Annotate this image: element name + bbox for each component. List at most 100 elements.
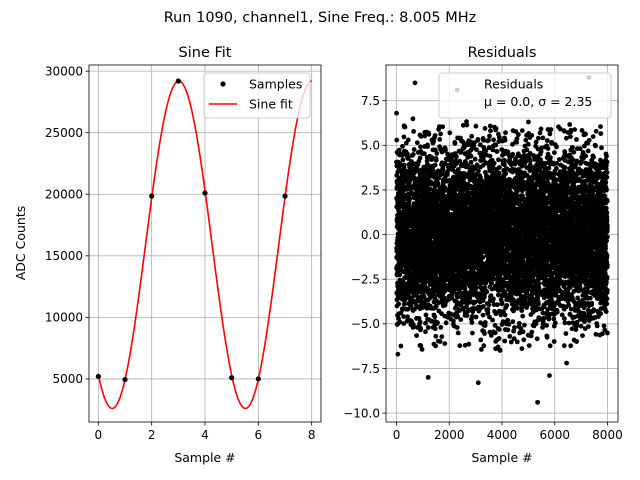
residual-point	[486, 137, 491, 143]
residual-point	[501, 158, 507, 163]
residual-point	[429, 155, 435, 160]
residual-point	[482, 331, 487, 336]
residual-point	[519, 128, 525, 134]
residual-point	[437, 137, 443, 142]
sine-fit-grid	[89, 65, 321, 422]
residual-point	[404, 151, 410, 157]
residual-point	[432, 326, 438, 332]
sample-point	[229, 375, 235, 381]
residual-point	[455, 167, 461, 172]
sine-fit-y-tick-label: 15000	[45, 249, 83, 263]
sine-fit-y-tick-label: 25000	[45, 126, 83, 140]
residual-point	[394, 297, 400, 303]
residual-point	[421, 151, 427, 157]
residual-point	[514, 339, 520, 345]
residual-point	[502, 338, 508, 344]
residual-point	[410, 152, 416, 157]
sample-point	[95, 373, 101, 380]
sine-fit-y-tick-label: 5000	[52, 372, 83, 386]
residual-point	[491, 276, 497, 282]
sample-point	[202, 190, 208, 196]
residual-point	[411, 324, 416, 330]
residual-point	[520, 329, 526, 335]
sine-fit-legend-frame	[203, 72, 311, 119]
residual-point	[418, 134, 424, 139]
residual-point	[414, 140, 420, 146]
residual-point	[440, 124, 446, 130]
residual-point	[440, 167, 446, 173]
residual-point	[497, 347, 503, 353]
residual-point	[515, 305, 520, 311]
residual-point	[496, 170, 502, 176]
residual-point	[414, 333, 419, 338]
residual-point	[454, 154, 459, 159]
residual-point	[488, 128, 493, 134]
residual-point	[510, 319, 516, 324]
residual-point	[406, 203, 412, 209]
residual-point	[480, 312, 486, 318]
residual-point	[438, 131, 443, 137]
residual-point	[494, 149, 500, 154]
residual-point	[468, 159, 474, 165]
residual-point	[407, 196, 412, 202]
residual-point	[455, 330, 461, 336]
residual-point	[485, 307, 491, 312]
residual-point	[418, 144, 423, 150]
sine-fit-y-tick-label: 20000	[45, 188, 83, 202]
sine-fit-x-axis-label: Sample #	[174, 450, 235, 465]
residuals-title: Residuals	[468, 45, 537, 61]
residual-point	[469, 133, 475, 139]
residual-point	[435, 320, 440, 325]
residual-point	[411, 147, 417, 152]
residual-point	[400, 143, 405, 149]
residual-point	[423, 312, 429, 318]
residual-point	[503, 171, 509, 177]
residual-point	[443, 320, 449, 326]
residual-point	[405, 137, 411, 143]
residual-point	[468, 153, 474, 159]
residual-point	[506, 321, 512, 327]
residual-point	[472, 156, 478, 162]
residual-point	[452, 141, 458, 146]
residual-point	[496, 327, 502, 332]
residual-point	[442, 341, 448, 346]
sine-fit-y-axis-label: ADC Counts	[13, 206, 28, 281]
residual-point	[504, 303, 510, 308]
residual-point	[425, 144, 430, 150]
residual-point	[481, 304, 486, 309]
residual-point	[432, 314, 438, 320]
sine-fit-y-tick-label: 10000	[45, 311, 83, 325]
residual-point	[454, 325, 460, 330]
residual-point	[424, 158, 430, 164]
residual-point	[412, 306, 417, 312]
residual-point	[425, 325, 431, 330]
residual-point	[433, 333, 439, 339]
residual-point	[426, 131, 432, 137]
sample-point	[175, 78, 181, 84]
residual-point	[400, 157, 406, 163]
residual-point	[496, 157, 501, 163]
residual-point	[486, 302, 492, 308]
residual-point	[432, 133, 438, 138]
residual-point	[502, 137, 508, 143]
residual-point	[423, 320, 428, 326]
residuals-panel: Residuals 0 2000 4000 6000 8000 −10.0−7.5−5.…	[343, 45, 623, 465]
residual-point	[405, 156, 411, 161]
residual-point	[401, 229, 407, 235]
residual-point	[512, 325, 517, 330]
residual-point	[417, 319, 423, 325]
residual-point	[434, 151, 440, 156]
sine-fit-x-tick-label: 6	[255, 428, 263, 442]
residual-point	[482, 125, 488, 131]
residual-point	[499, 300, 505, 305]
residual-point	[493, 126, 499, 131]
residual-point	[474, 147, 479, 153]
residual-point	[464, 122, 470, 128]
residual-point	[503, 130, 508, 136]
sample-point	[122, 376, 128, 383]
residual-point	[418, 326, 424, 331]
residual-point	[447, 130, 453, 136]
residual-point	[397, 272, 403, 278]
